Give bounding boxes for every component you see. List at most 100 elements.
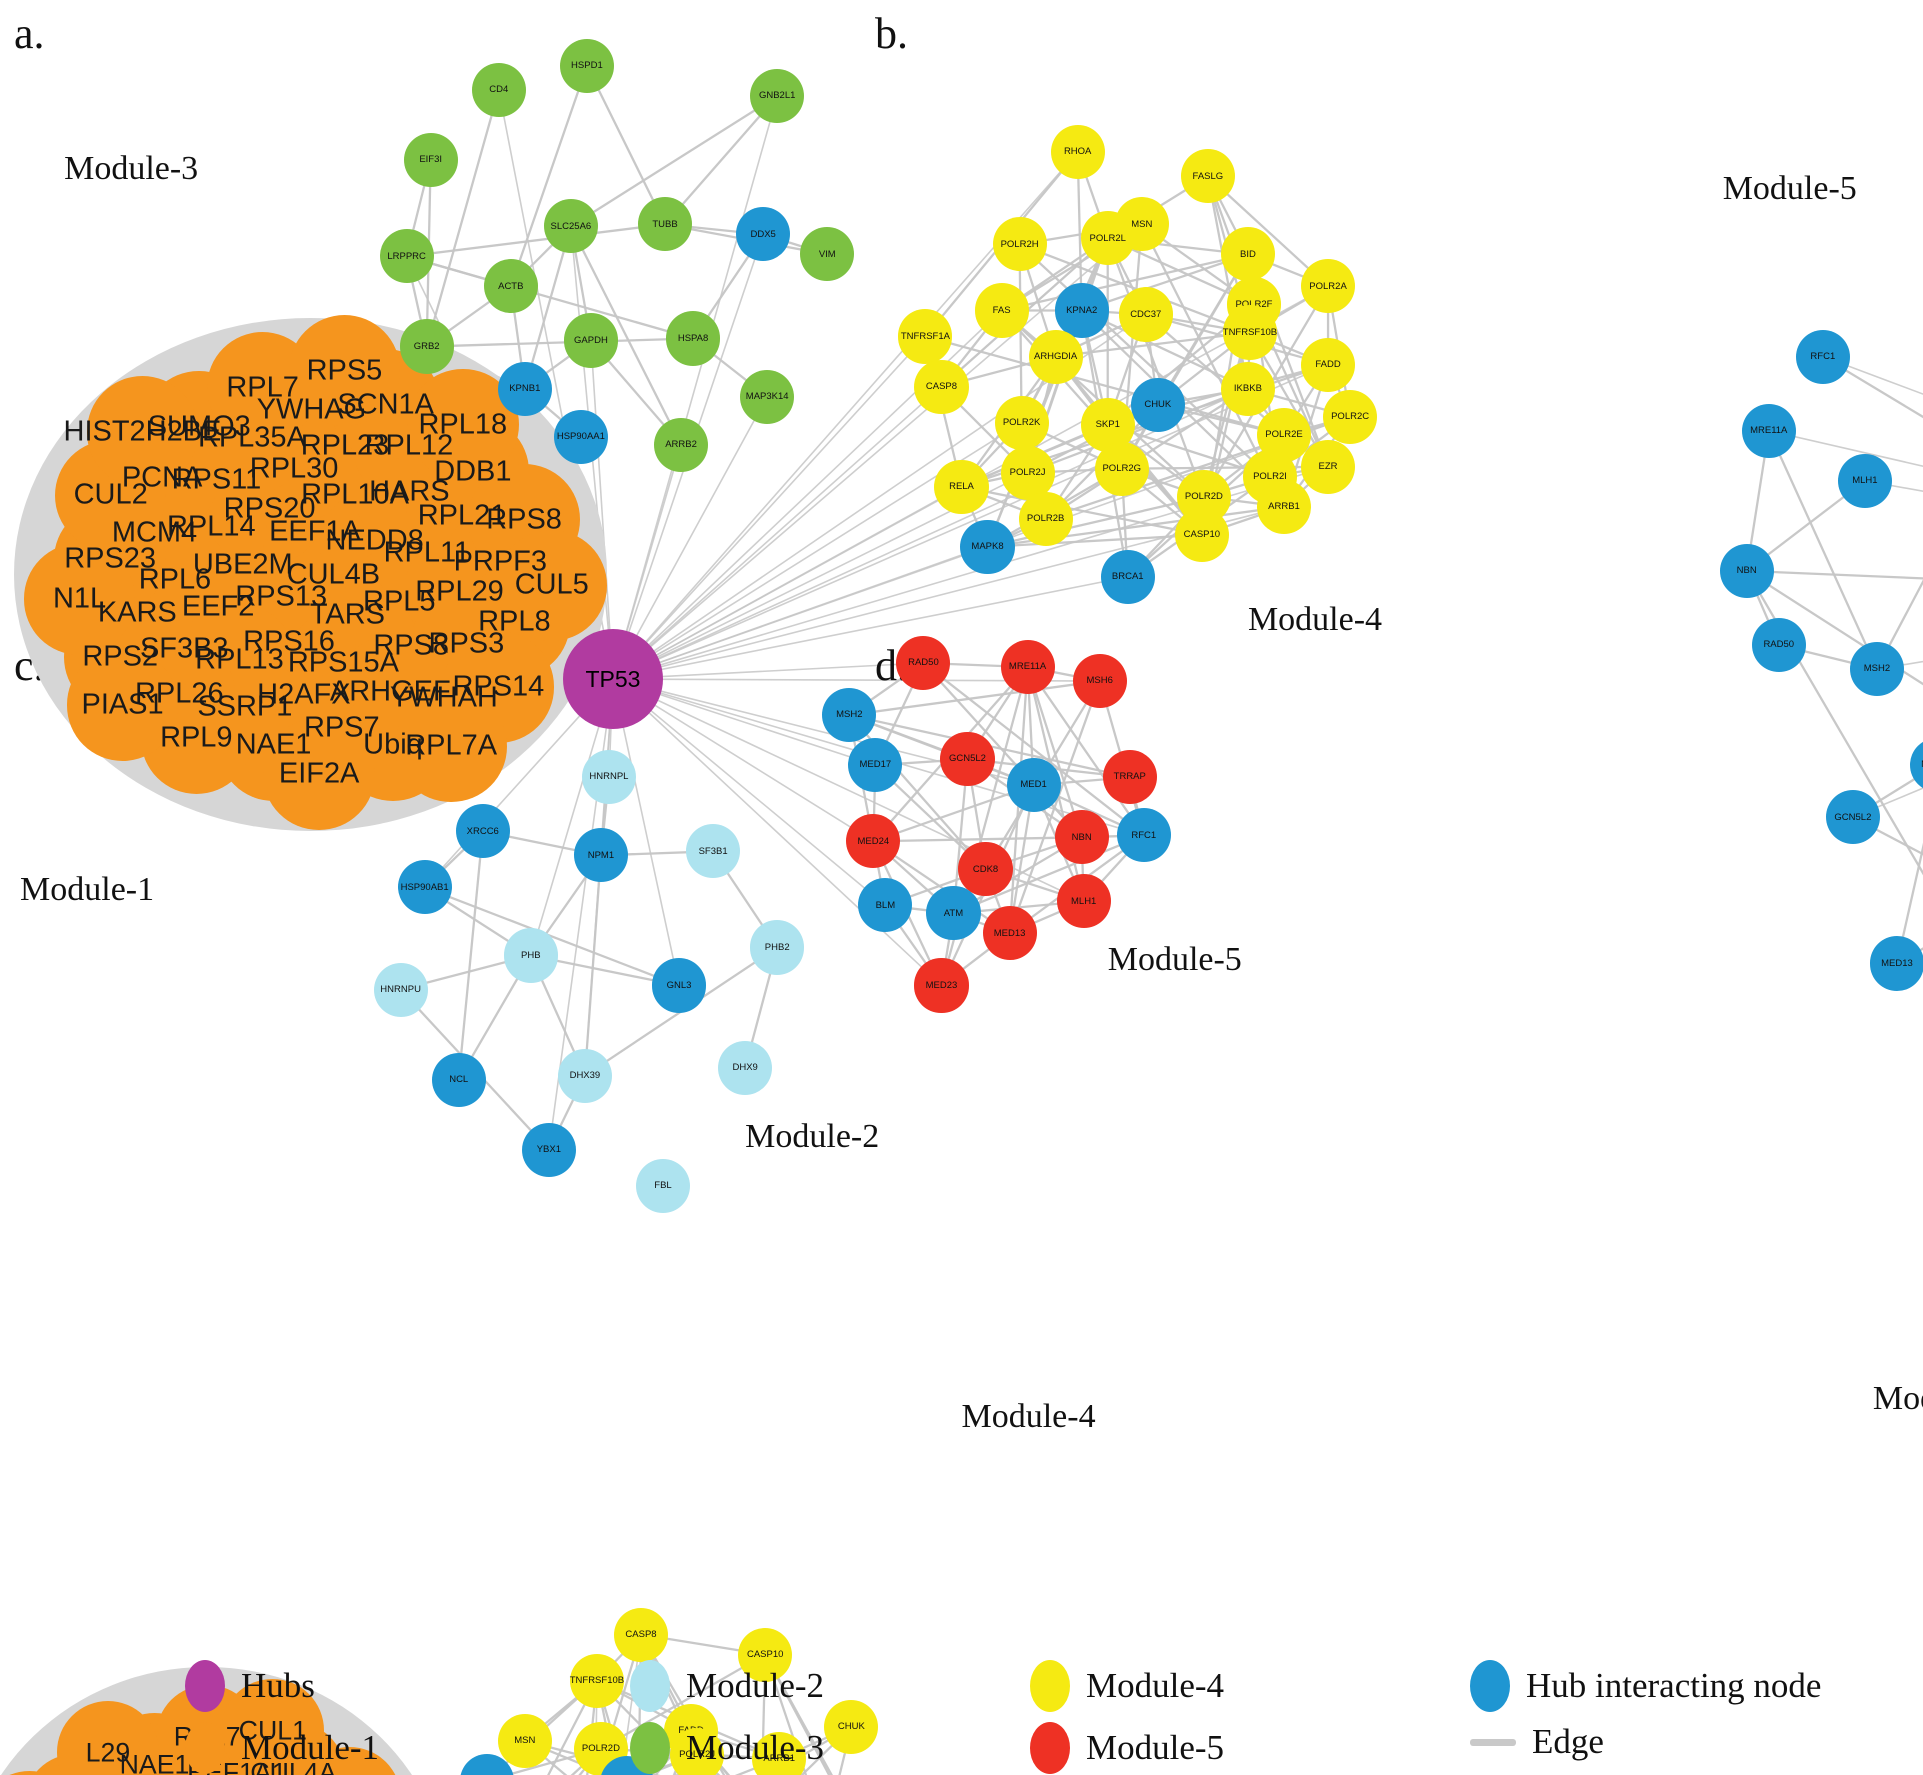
module1-node-label: CUL2 [73,478,148,511]
legend-item-module-4[interactable]: Module-4 [1030,1660,1224,1712]
module1-node[interactable] [288,314,401,427]
module1-node-label: Ubiq [363,728,423,761]
network-node-a-med24[interactable]: MED24 [846,814,901,869]
network-node-b-gcn5l2[interactable]: GCN5L2 [1825,790,1880,845]
module1-node-label: CUL4A [250,1757,337,1775]
module1-node-label: RPS16 [243,625,335,658]
network-node-b-rfc1[interactable]: RFC1 [1795,329,1850,384]
module1-node[interactable] [221,1679,325,1775]
network-node-c-msn[interactable]: MSN [497,1713,552,1768]
module1-node-label: SUMO3 [147,410,251,443]
module1-node-label: YWHAG [256,393,367,426]
module1-node-label: RPL13 [195,643,284,676]
module1-node-label: CUL4B [286,558,381,591]
network-node-a-gnl3[interactable]: GNL3 [652,958,707,1013]
module-label-a-module-2: Module-2 [745,1117,880,1155]
module1-node-label: EEF2 [181,590,255,623]
module1-node-label: RPS14 [452,670,545,703]
legend-item-module-1[interactable]: Module-1 [185,1722,379,1774]
network-node-c-brca1[interactable]: BRCA1 [459,1753,514,1775]
module1-node-label: HARS [369,475,450,508]
network-node-a-sf3b1[interactable]: SF3B1 [686,824,741,879]
module1-node-label: RPL11 [383,536,471,569]
module-label-a-module-4: Module-4 [1247,600,1383,638]
module1-node-label: RPS20 [223,492,316,525]
network-node-a-cdk8[interactable]: CDK8 [958,842,1013,897]
module1-node-label: YWHAH [389,681,498,714]
network-node-a-vim[interactable]: VIM [800,227,855,282]
module1-node-label: PCNA [121,461,203,494]
module1-node-label: MCM4 [111,516,198,549]
module1-node[interactable] [86,376,199,488]
legend-label: Module-3 [686,1728,825,1767]
module1-node-label: RPS23 [64,542,157,575]
module1-node-label: RPS15A [287,646,399,679]
legend-item-edge[interactable]: Edge [1470,1722,1604,1762]
module1-node[interactable] [496,529,608,641]
legend-item-module-2[interactable]: Module-2 [630,1660,824,1712]
module1-node[interactable] [263,718,375,830]
module1-node-label: UBE2M [192,548,293,581]
module1-node[interactable] [23,543,136,655]
module1-node-label: SSRP1 [197,690,293,723]
module1-node-label: CUL1 [238,1715,307,1746]
module1-node-label: EEF1A [269,515,361,548]
module1-node-label: RPL5 [363,585,436,618]
module1-node-label: H2AFX [257,678,351,711]
module1-node[interactable] [0,1771,82,1775]
network-node-a-kpna2[interactable]: KPNA2 [1054,283,1109,338]
legend-item-module-3[interactable]: Module-3 [630,1722,824,1774]
panel-letter-a: a. [14,9,45,58]
legend-item-hubs[interactable]: Hubs [185,1660,315,1712]
module-label-b-module-5: Module-5 [1722,170,1857,208]
legend-item-hub-interacting-node[interactable]: Hub interacting node [1470,1660,1821,1712]
module1-node-label: RPL30 [249,452,339,485]
legend-item-module-5[interactable]: Module-5 [1030,1722,1224,1774]
module1-node-label: RPS8 [486,503,562,536]
module1-node-label: NEDD8 [325,524,424,557]
module1-node-label: RPS11 [171,463,262,496]
module1-node[interactable] [66,649,179,761]
legend-label: Edge [1532,1722,1604,1761]
module1-node-label: RPL9 [160,721,233,754]
panel-letter-b: b. [875,9,908,58]
module1-node-label: KARS [97,596,177,629]
network-node-a-grb2[interactable]: GRB2 [399,319,454,374]
module1-node-label: RPL14 [166,510,256,543]
module1-node-label: SF3B3 [139,632,229,665]
module1-node[interactable] [56,1701,160,1775]
module-label-a-module-5: Module-5 [1107,941,1242,979]
module1-node-label: RPL8 [478,605,551,638]
module-label-a-module-1: Module-1 [20,871,155,909]
module1-node-label: CUL5 [514,568,589,601]
module1-node-label: RPL21 [417,499,507,532]
network-node-a-nbn[interactable]: NBN [1054,810,1109,865]
network-node-a-mre11a[interactable]: MRE11A [1000,639,1055,695]
network-node-a-hnrnpl[interactable]: HNRNPL [581,750,636,805]
module1-node-label: PRPF3 [453,545,547,578]
module1-node-label: RPL10A [301,478,409,511]
module1-node-label: SCN1A [337,388,434,421]
legend-label: Hub interacting node [1526,1666,1822,1705]
module1-node-label: DDB1 [434,455,512,487]
module-label-a-module-3: Module-3 [64,150,199,188]
module1-node[interactable] [395,690,507,803]
module1-node-label: PIAS1 [81,688,164,721]
module-label-d-module-2: Module-2 [1872,1380,1923,1418]
legend-label: Module-4 [1086,1666,1225,1705]
legend-label: Module-1 [241,1728,380,1767]
module1-node-label: NAE1 [235,728,312,761]
module1-node-label: EIF2A [278,757,360,790]
module1-node-label: N1L [52,582,107,615]
module-label-c-module-4: Module-4 [961,1398,1096,1436]
network-node-a-rfc1[interactable]: RFC1 [1116,808,1171,863]
network-node-a-atm[interactable]: ATM [926,886,981,941]
module1-node-label: RPL12 [364,429,454,462]
legend-label: Module-2 [686,1666,825,1705]
module1-node-label: RPL7 [226,371,299,404]
module1-node-label: L29 [85,1737,131,1768]
legend-circle-icon [630,1722,670,1774]
